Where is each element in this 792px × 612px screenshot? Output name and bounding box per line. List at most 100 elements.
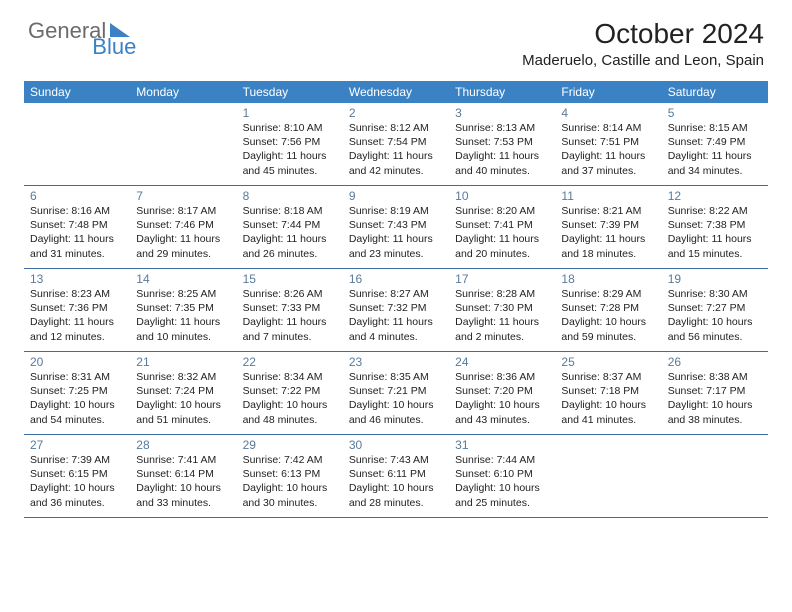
day-info: Sunrise: 8:31 AMSunset: 7:25 PMDaylight:… bbox=[30, 370, 124, 427]
day-number: 2 bbox=[349, 106, 443, 120]
day-number: 20 bbox=[30, 355, 124, 369]
day-info: Sunrise: 8:16 AMSunset: 7:48 PMDaylight:… bbox=[30, 204, 124, 261]
day-header-cell: Tuesday bbox=[237, 81, 343, 103]
calendar-day-blank bbox=[555, 435, 661, 517]
day-number: 21 bbox=[136, 355, 230, 369]
calendar-day: 10Sunrise: 8:20 AMSunset: 7:41 PMDayligh… bbox=[449, 186, 555, 268]
day-info: Sunrise: 8:20 AMSunset: 7:41 PMDaylight:… bbox=[455, 204, 549, 261]
day-info: Sunrise: 8:34 AMSunset: 7:22 PMDaylight:… bbox=[243, 370, 337, 427]
day-number: 25 bbox=[561, 355, 655, 369]
calendar-day: 31Sunrise: 7:44 AMSunset: 6:10 PMDayligh… bbox=[449, 435, 555, 517]
day-number: 30 bbox=[349, 438, 443, 452]
day-number: 7 bbox=[136, 189, 230, 203]
day-number: 15 bbox=[243, 272, 337, 286]
calendar-week: 6Sunrise: 8:16 AMSunset: 7:48 PMDaylight… bbox=[24, 186, 768, 269]
day-info: Sunrise: 7:42 AMSunset: 6:13 PMDaylight:… bbox=[243, 453, 337, 510]
day-number: 6 bbox=[30, 189, 124, 203]
day-number: 27 bbox=[30, 438, 124, 452]
calendar: SundayMondayTuesdayWednesdayThursdayFrid… bbox=[24, 81, 768, 518]
day-number: 22 bbox=[243, 355, 337, 369]
day-info: Sunrise: 8:15 AMSunset: 7:49 PMDaylight:… bbox=[668, 121, 762, 178]
calendar-day: 8Sunrise: 8:18 AMSunset: 7:44 PMDaylight… bbox=[237, 186, 343, 268]
calendar-week: 27Sunrise: 7:39 AMSunset: 6:15 PMDayligh… bbox=[24, 435, 768, 518]
day-info: Sunrise: 8:21 AMSunset: 7:39 PMDaylight:… bbox=[561, 204, 655, 261]
day-info: Sunrise: 8:18 AMSunset: 7:44 PMDaylight:… bbox=[243, 204, 337, 261]
day-number: 11 bbox=[561, 189, 655, 203]
day-info: Sunrise: 8:13 AMSunset: 7:53 PMDaylight:… bbox=[455, 121, 549, 178]
day-number: 23 bbox=[349, 355, 443, 369]
location: Maderuelo, Castille and Leon, Spain bbox=[522, 52, 764, 69]
calendar-day: 9Sunrise: 8:19 AMSunset: 7:43 PMDaylight… bbox=[343, 186, 449, 268]
calendar-day-blank bbox=[24, 103, 130, 185]
calendar-week: 20Sunrise: 8:31 AMSunset: 7:25 PMDayligh… bbox=[24, 352, 768, 435]
day-info: Sunrise: 8:23 AMSunset: 7:36 PMDaylight:… bbox=[30, 287, 124, 344]
day-info: Sunrise: 8:17 AMSunset: 7:46 PMDaylight:… bbox=[136, 204, 230, 261]
calendar-day: 18Sunrise: 8:29 AMSunset: 7:28 PMDayligh… bbox=[555, 269, 661, 351]
day-info: Sunrise: 8:26 AMSunset: 7:33 PMDaylight:… bbox=[243, 287, 337, 344]
calendar-day: 25Sunrise: 8:37 AMSunset: 7:18 PMDayligh… bbox=[555, 352, 661, 434]
calendar-day: 11Sunrise: 8:21 AMSunset: 7:39 PMDayligh… bbox=[555, 186, 661, 268]
day-info: Sunrise: 8:22 AMSunset: 7:38 PMDaylight:… bbox=[668, 204, 762, 261]
day-header-cell: Sunday bbox=[24, 81, 130, 103]
day-number: 28 bbox=[136, 438, 230, 452]
calendar-day: 15Sunrise: 8:26 AMSunset: 7:33 PMDayligh… bbox=[237, 269, 343, 351]
calendar-day: 30Sunrise: 7:43 AMSunset: 6:11 PMDayligh… bbox=[343, 435, 449, 517]
header: General Blue October 2024 Maderuelo, Cas… bbox=[0, 0, 792, 73]
calendar-day-blank bbox=[130, 103, 236, 185]
day-number: 5 bbox=[668, 106, 762, 120]
calendar-day: 3Sunrise: 8:13 AMSunset: 7:53 PMDaylight… bbox=[449, 103, 555, 185]
day-number: 26 bbox=[668, 355, 762, 369]
calendar-day: 20Sunrise: 8:31 AMSunset: 7:25 PMDayligh… bbox=[24, 352, 130, 434]
calendar-day: 22Sunrise: 8:34 AMSunset: 7:22 PMDayligh… bbox=[237, 352, 343, 434]
day-header-cell: Monday bbox=[130, 81, 236, 103]
calendar-day: 26Sunrise: 8:38 AMSunset: 7:17 PMDayligh… bbox=[662, 352, 768, 434]
day-info: Sunrise: 8:35 AMSunset: 7:21 PMDaylight:… bbox=[349, 370, 443, 427]
logo: General Blue bbox=[28, 18, 158, 44]
day-number: 4 bbox=[561, 106, 655, 120]
day-number: 18 bbox=[561, 272, 655, 286]
calendar-day: 24Sunrise: 8:36 AMSunset: 7:20 PMDayligh… bbox=[449, 352, 555, 434]
logo-text-blue: Blue bbox=[92, 34, 136, 60]
calendar-day: 23Sunrise: 8:35 AMSunset: 7:21 PMDayligh… bbox=[343, 352, 449, 434]
day-info: Sunrise: 8:28 AMSunset: 7:30 PMDaylight:… bbox=[455, 287, 549, 344]
calendar-day: 21Sunrise: 8:32 AMSunset: 7:24 PMDayligh… bbox=[130, 352, 236, 434]
day-number: 19 bbox=[668, 272, 762, 286]
calendar-day: 14Sunrise: 8:25 AMSunset: 7:35 PMDayligh… bbox=[130, 269, 236, 351]
day-info: Sunrise: 7:44 AMSunset: 6:10 PMDaylight:… bbox=[455, 453, 549, 510]
calendar-week: 13Sunrise: 8:23 AMSunset: 7:36 PMDayligh… bbox=[24, 269, 768, 352]
calendar-day: 12Sunrise: 8:22 AMSunset: 7:38 PMDayligh… bbox=[662, 186, 768, 268]
calendar-day: 6Sunrise: 8:16 AMSunset: 7:48 PMDaylight… bbox=[24, 186, 130, 268]
calendar-week: 1Sunrise: 8:10 AMSunset: 7:56 PMDaylight… bbox=[24, 103, 768, 186]
day-info: Sunrise: 8:37 AMSunset: 7:18 PMDaylight:… bbox=[561, 370, 655, 427]
day-info: Sunrise: 8:25 AMSunset: 7:35 PMDaylight:… bbox=[136, 287, 230, 344]
day-number: 16 bbox=[349, 272, 443, 286]
day-info: Sunrise: 8:27 AMSunset: 7:32 PMDaylight:… bbox=[349, 287, 443, 344]
day-header-cell: Saturday bbox=[662, 81, 768, 103]
calendar-day: 2Sunrise: 8:12 AMSunset: 7:54 PMDaylight… bbox=[343, 103, 449, 185]
calendar-day: 29Sunrise: 7:42 AMSunset: 6:13 PMDayligh… bbox=[237, 435, 343, 517]
calendar-day: 17Sunrise: 8:28 AMSunset: 7:30 PMDayligh… bbox=[449, 269, 555, 351]
calendar-day: 4Sunrise: 8:14 AMSunset: 7:51 PMDaylight… bbox=[555, 103, 661, 185]
day-number: 14 bbox=[136, 272, 230, 286]
day-header-cell: Wednesday bbox=[343, 81, 449, 103]
day-header-cell: Friday bbox=[555, 81, 661, 103]
calendar-day: 1Sunrise: 8:10 AMSunset: 7:56 PMDaylight… bbox=[237, 103, 343, 185]
day-number: 29 bbox=[243, 438, 337, 452]
day-number: 8 bbox=[243, 189, 337, 203]
calendar-day: 19Sunrise: 8:30 AMSunset: 7:27 PMDayligh… bbox=[662, 269, 768, 351]
day-info: Sunrise: 8:12 AMSunset: 7:54 PMDaylight:… bbox=[349, 121, 443, 178]
day-info: Sunrise: 8:10 AMSunset: 7:56 PMDaylight:… bbox=[243, 121, 337, 178]
calendar-day: 7Sunrise: 8:17 AMSunset: 7:46 PMDaylight… bbox=[130, 186, 236, 268]
title-block: October 2024 Maderuelo, Castille and Leo… bbox=[522, 18, 764, 69]
calendar-day: 16Sunrise: 8:27 AMSunset: 7:32 PMDayligh… bbox=[343, 269, 449, 351]
day-info: Sunrise: 8:32 AMSunset: 7:24 PMDaylight:… bbox=[136, 370, 230, 427]
day-info: Sunrise: 8:30 AMSunset: 7:27 PMDaylight:… bbox=[668, 287, 762, 344]
day-number: 9 bbox=[349, 189, 443, 203]
calendar-day-blank bbox=[662, 435, 768, 517]
day-number: 10 bbox=[455, 189, 549, 203]
day-info: Sunrise: 7:41 AMSunset: 6:14 PMDaylight:… bbox=[136, 453, 230, 510]
day-number: 1 bbox=[243, 106, 337, 120]
day-info: Sunrise: 7:43 AMSunset: 6:11 PMDaylight:… bbox=[349, 453, 443, 510]
day-info: Sunrise: 8:36 AMSunset: 7:20 PMDaylight:… bbox=[455, 370, 549, 427]
day-info: Sunrise: 8:38 AMSunset: 7:17 PMDaylight:… bbox=[668, 370, 762, 427]
